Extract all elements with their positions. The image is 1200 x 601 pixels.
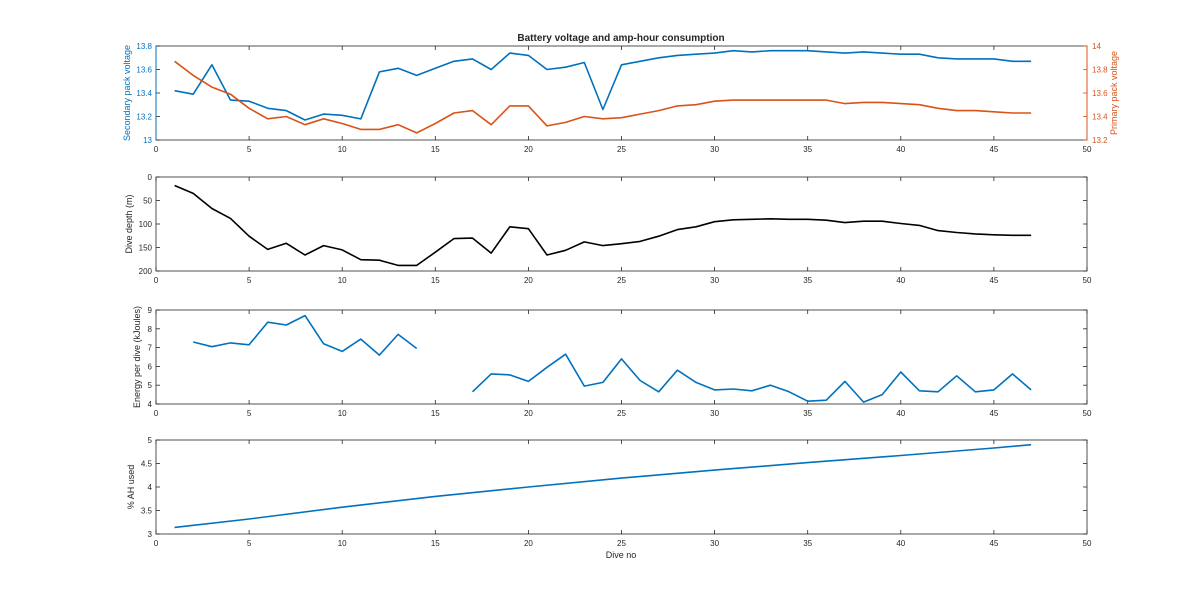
y-axis-label-primary-voltage: Primary pack voltage (1109, 51, 1119, 135)
x-tick-label: 30 (710, 276, 719, 285)
y-tick-label-right: 13.4 (1092, 113, 1108, 122)
x-tick-label: 10 (338, 409, 347, 418)
x-tick-label: 50 (1083, 145, 1092, 154)
x-tick-label: 40 (896, 145, 905, 154)
y-tick-label-right: 13.8 (1092, 66, 1108, 75)
y-axis-label-ah-used: % AH used (126, 465, 136, 510)
x-tick-label: 10 (338, 145, 347, 154)
x-tick-label: 20 (524, 539, 533, 548)
x-tick-label: 10 (338, 276, 347, 285)
x-tick-label: 10 (338, 539, 347, 548)
x-tick-label: 30 (710, 539, 719, 548)
panel-energy: Energy per dive (kJoules) 0 5 10 15 20 25 30 35… (132, 306, 1092, 418)
panel-voltage: Secondary pack voltage Primary pack volt… (122, 42, 1119, 154)
x-tick-label: 25 (617, 276, 626, 285)
panel-ah-used-marks: 0 5 10 15 20 25 30 35 40 45 50 3 3.5 4 4.5 5 (141, 436, 1092, 548)
y-tick-label: 13 (143, 136, 152, 145)
x-tick-label: 5 (247, 276, 252, 285)
y-tick-label: 7 (148, 344, 153, 353)
x-tick-label: 15 (431, 539, 440, 548)
y-tick-label: 200 (139, 267, 153, 276)
x-tick-label: 30 (710, 145, 719, 154)
x-tick-label: 0 (154, 409, 159, 418)
y-tick-label: 6 (148, 362, 153, 371)
x-axis-label: Dive no (606, 550, 637, 560)
x-tick-label: 45 (989, 409, 998, 418)
x-tick-label: 5 (247, 539, 252, 548)
x-tick-label: 45 (989, 145, 998, 154)
y-tick-label: 13.6 (136, 66, 152, 75)
x-tick-label: 0 (154, 145, 159, 154)
y-tick-label: 13.2 (136, 113, 152, 122)
series-line-secondary (174, 49, 1032, 121)
y-tick-label: 4.5 (141, 460, 153, 469)
x-tick-label: 5 (247, 409, 252, 418)
panel-energy-axes-box (155, 309, 1088, 405)
panel-ah-used-axes-box (155, 439, 1088, 535)
y-tick-label-right: 14 (1092, 42, 1101, 51)
x-tick-label: 45 (989, 276, 998, 285)
y-tick-label: 9 (148, 306, 153, 315)
x-tick-label: 25 (617, 409, 626, 418)
x-tick-label: 50 (1083, 276, 1092, 285)
y-tick-label: 5 (148, 436, 153, 445)
y-tick-label: 150 (139, 244, 153, 253)
y-axis-label-secondary-voltage: Secondary pack voltage (122, 45, 132, 141)
x-tick-label: 20 (524, 145, 533, 154)
x-tick-label: 35 (803, 276, 812, 285)
x-tick-label: 25 (617, 145, 626, 154)
y-tick-label: 3 (148, 530, 153, 539)
x-tick-label: 40 (896, 409, 905, 418)
x-tick-label: 45 (989, 539, 998, 548)
x-tick-label: 50 (1083, 409, 1092, 418)
y-tick-label: 4 (148, 483, 153, 492)
panel-depth-marks: 0 5 10 15 20 25 30 35 40 45 50 0 50 100 150 200 (139, 173, 1092, 285)
series-line-main (193, 314, 1032, 403)
x-tick-label: 25 (617, 539, 626, 548)
x-tick-label: 15 (431, 409, 440, 418)
chart-title: Battery voltage and amp-hour consumption (517, 33, 724, 44)
x-tick-label: 50 (1083, 539, 1092, 548)
panel-voltage-marks: 0 5 10 15 20 25 30 35 40 45 50 13 13.2 13.4 13.6 13.8 13… (136, 42, 1108, 154)
y-tick-label: 0 (148, 173, 153, 182)
panel-voltage-axes-box (155, 45, 1088, 141)
y-tick-label: 13.8 (136, 42, 152, 51)
panel-depth-axes-box (155, 176, 1088, 272)
y-tick-label: 50 (143, 197, 152, 206)
y-tick-label: 4 (148, 400, 153, 409)
x-tick-label: 0 (154, 276, 159, 285)
x-tick-label: 20 (524, 409, 533, 418)
y-tick-label: 13.4 (136, 89, 152, 98)
x-tick-label: 30 (710, 409, 719, 418)
x-tick-label: 35 (803, 539, 812, 548)
panel-depth: Dive depth (m) 0 5 10 15 20 25 30 35 40 45 50 0 50 10… (124, 173, 1092, 285)
x-tick-label: 40 (896, 276, 905, 285)
y-tick-label: 5 (148, 381, 153, 390)
x-tick-label: 5 (247, 145, 252, 154)
panel-ah-used: % AH used 0 5 10 15 20 25 30 35 40 45 50 3 3.5 4 4.5 5 (126, 436, 1092, 548)
y-tick-label: 3.5 (141, 507, 153, 516)
series-line-main (174, 184, 1032, 267)
series-line-primary (174, 60, 1032, 134)
y-tick-label-right: 13.2 (1092, 136, 1108, 145)
y-tick-label: 8 (148, 325, 153, 334)
y-axis-label-energy: Energy per dive (kJoules) (132, 306, 142, 408)
x-tick-label: 40 (896, 539, 905, 548)
y-tick-label-right: 13.6 (1092, 89, 1108, 98)
y-axis-label-dive-depth: Dive depth (m) (124, 194, 134, 253)
x-tick-label: 20 (524, 276, 533, 285)
series-line-main (174, 443, 1032, 529)
x-tick-label: 15 (431, 276, 440, 285)
x-tick-label: 15 (431, 145, 440, 154)
x-tick-label: 35 (803, 409, 812, 418)
y-tick-label: 100 (139, 220, 153, 229)
x-tick-label: 35 (803, 145, 812, 154)
x-tick-label: 0 (154, 539, 159, 548)
